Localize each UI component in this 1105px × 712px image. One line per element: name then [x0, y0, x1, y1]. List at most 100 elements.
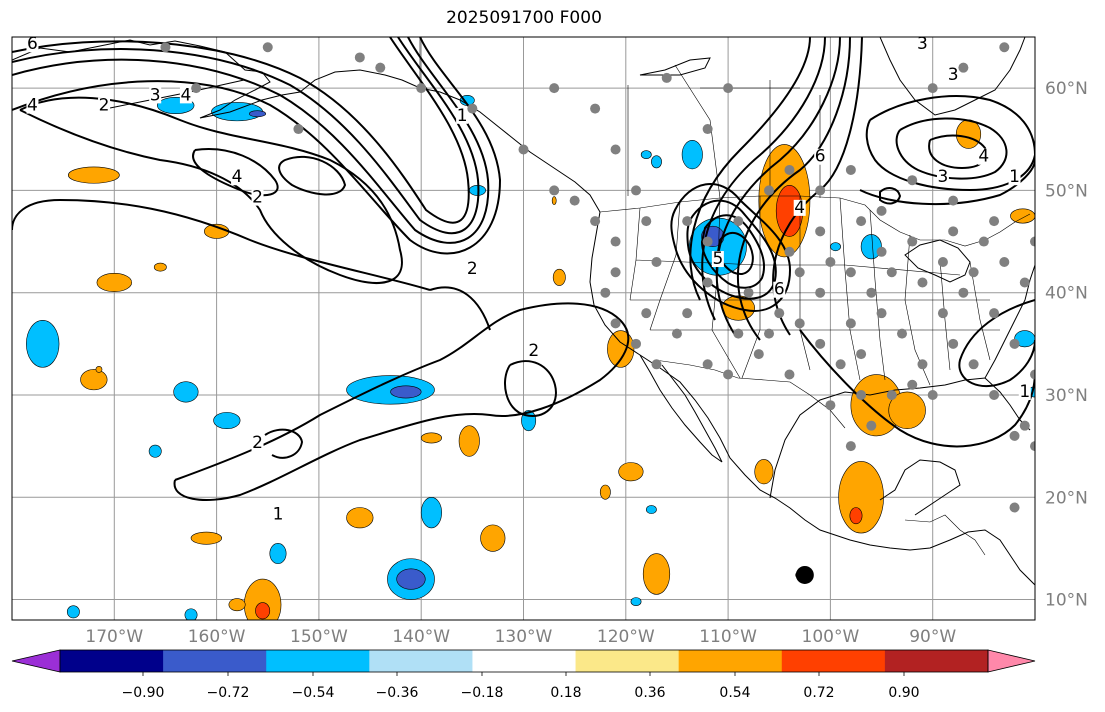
anomaly-shade-blob	[396, 568, 426, 590]
anomaly-shade-blob	[213, 412, 241, 430]
contour-label-bg	[26, 37, 39, 53]
longitude-label: 150°W	[290, 627, 348, 647]
station-dot	[733, 328, 744, 339]
station-dot	[794, 318, 805, 329]
station-dot	[631, 338, 642, 349]
contour-label-bg	[466, 261, 479, 278]
station-dot	[416, 83, 427, 94]
contour-small-swirl	[264, 428, 304, 459]
anomaly-shade-blob	[645, 505, 657, 514]
colorbar-segment	[678, 650, 783, 672]
contour-label-bg	[773, 281, 786, 298]
station-dot	[825, 400, 836, 411]
station-dot	[671, 328, 682, 339]
contour-east-long	[799, 329, 1035, 448]
station-dot	[845, 441, 856, 452]
anomaly-shade-blob	[642, 553, 671, 595]
contour-label-bg	[251, 435, 264, 452]
anomaly-shade-blob	[849, 507, 863, 525]
anomaly-shade-blob	[269, 542, 287, 565]
contour-label-bg	[947, 66, 960, 83]
colorbar-tick-label: −0.36	[376, 685, 419, 701]
station-dot	[160, 42, 171, 53]
contour-label-bg	[977, 148, 990, 165]
station-dot	[999, 257, 1010, 268]
anomaly-shade-blob	[255, 602, 271, 620]
station-dot	[845, 164, 856, 175]
contour-label-bg	[271, 506, 284, 523]
station-dot	[1009, 430, 1020, 441]
station-dot	[825, 257, 836, 268]
coastline-yucatan	[879, 459, 961, 516]
contour-pacific-trough-1	[12, 37, 502, 255]
coastline-arctic-islands	[639, 57, 711, 76]
station-dot	[610, 236, 621, 247]
station-dot	[958, 287, 969, 298]
station-dot	[1019, 420, 1030, 431]
station-dot	[1009, 502, 1020, 513]
colorbar-segment	[884, 650, 989, 672]
contour-label: 3	[948, 65, 959, 85]
station-dot	[948, 226, 959, 237]
station-dot	[293, 124, 304, 135]
colorbar-segment	[266, 650, 370, 672]
station-dot	[886, 267, 897, 278]
contour-label-bg	[149, 87, 162, 104]
storm-center-marker	[795, 565, 814, 584]
station-dot	[968, 359, 979, 370]
colorbar-outline	[59, 649, 989, 673]
contour-pacific-trough-4	[12, 37, 470, 224]
coastline-atlantic	[984, 264, 1035, 379]
colorbar-tick-label: 0.54	[719, 685, 750, 701]
station-dot	[641, 216, 652, 227]
station-dot	[191, 83, 202, 94]
station-dot	[733, 216, 744, 227]
contour-label-bg	[251, 189, 264, 206]
station-dot	[937, 257, 948, 268]
contour-west-us-low-1	[670, 183, 792, 312]
longitude-label: 160°W	[188, 627, 246, 647]
anomaly-shade-blob	[599, 484, 611, 500]
contour-gulf-ak-low	[19, 96, 403, 284]
contour-label: 6	[27, 34, 38, 54]
border-us-mexico	[654, 359, 846, 429]
anomaly-shade-blob	[1010, 208, 1035, 224]
station-dot	[876, 205, 887, 216]
station-dot	[1019, 277, 1030, 288]
station-dot	[753, 349, 764, 360]
anomaly-shade-blob	[1014, 330, 1035, 348]
longitude-label: 100°W	[802, 627, 860, 647]
station-dot	[815, 185, 826, 196]
contour-label-bg	[1008, 169, 1021, 186]
colorbar-segment	[781, 650, 886, 672]
longitude-labels: 170°W 160°W 150°W 140°W 130°W 120°W 110°W 100°W…	[85, 627, 956, 647]
latitude-label: 40°N	[1045, 284, 1088, 304]
contour-pacific-low-inner	[192, 148, 279, 197]
contour-trough-north-2	[701, 37, 826, 321]
anomaly-shade-blob	[26, 320, 60, 368]
colorbar-tick-label: 0.90	[888, 685, 919, 701]
station-dot	[651, 257, 662, 268]
station-dot	[784, 369, 795, 380]
political-borders	[419, 37, 1031, 556]
station-dot	[856, 216, 867, 227]
station-dot	[774, 308, 785, 319]
station-dot	[917, 359, 928, 370]
anomaly-shade-blob	[184, 608, 198, 620]
contour-label: 1	[1009, 167, 1020, 187]
contour-trough-north-4	[737, 37, 851, 341]
contour-label-bg	[814, 148, 827, 165]
anomaly-shade-blob	[80, 369, 108, 391]
station-dot	[549, 185, 560, 196]
station-dot	[856, 349, 867, 360]
contour-pacific-trough-5	[12, 198, 431, 291]
contour-label: 2	[252, 188, 263, 208]
station-dot	[999, 42, 1010, 53]
contour-east-ridge	[958, 299, 1035, 388]
station-dot	[927, 83, 938, 94]
station-dot	[876, 246, 887, 257]
contour-label-bg	[179, 87, 192, 104]
station-dot	[866, 420, 877, 431]
station-markers	[160, 42, 1035, 513]
